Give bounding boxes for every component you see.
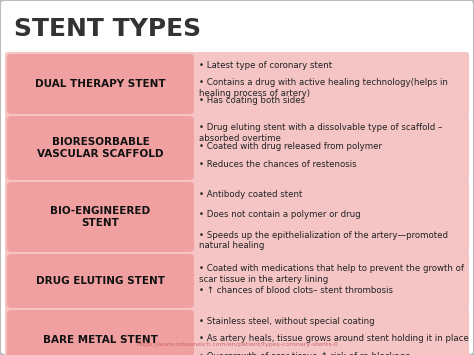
- Text: • Latest type of coronary stent: • Latest type of coronary stent: [199, 61, 332, 70]
- Text: • Overgrowth of scar tissue-↑ risk of re-blockage: • Overgrowth of scar tissue-↑ risk of re…: [199, 351, 410, 355]
- Text: DRUG ELUTING STENT: DRUG ELUTING STENT: [36, 276, 165, 286]
- FancyBboxPatch shape: [5, 180, 469, 254]
- FancyBboxPatch shape: [5, 52, 469, 116]
- FancyBboxPatch shape: [7, 310, 194, 355]
- Text: • Speeds up the epithelialization of the artery—promoted
natural healing: • Speeds up the epithelialization of the…: [199, 231, 448, 250]
- FancyBboxPatch shape: [7, 116, 194, 180]
- Text: • Contains a drug with active healing technology(helps in
healing process of art: • Contains a drug with active healing te…: [199, 78, 448, 98]
- Text: BIO-ENGINEERED
STENT: BIO-ENGINEERED STENT: [50, 206, 151, 228]
- FancyBboxPatch shape: [5, 252, 469, 310]
- Text: BIORESORBABLE
VASCULAR SCAFFOLD: BIORESORBABLE VASCULAR SCAFFOLD: [37, 137, 164, 159]
- Text: DUAL THERAPY STENT: DUAL THERAPY STENT: [35, 79, 166, 89]
- Text: • Has coating both sides: • Has coating both sides: [199, 95, 305, 105]
- Text: • Reduces the chances of restenosis: • Reduces the chances of restenosis: [199, 160, 356, 169]
- Text: STENT TYPES: STENT TYPES: [14, 17, 201, 41]
- Text: https://www.orbusneich.com/en/patient/types-coronary-stents-0: https://www.orbusneich.com/en/patient/ty…: [136, 342, 338, 347]
- Text: • ↑ chances of blood clots– stent thrombosis: • ↑ chances of blood clots– stent thromb…: [199, 286, 393, 295]
- Text: • Coated with medications that help to prevent the growth of
scar tissue in the : • Coated with medications that help to p…: [199, 264, 464, 284]
- Text: • Coated with drug released from polymer: • Coated with drug released from polymer: [199, 142, 382, 151]
- Text: • Does not contain a polymer or drug: • Does not contain a polymer or drug: [199, 210, 361, 219]
- FancyBboxPatch shape: [7, 54, 194, 114]
- FancyBboxPatch shape: [5, 308, 469, 355]
- Text: • Drug eluting stent with a dissolvable type of scaffold –
absorbed overtime: • Drug eluting stent with a dissolvable …: [199, 123, 442, 143]
- Text: • As artery heals, tissue grows around stent holding it in place: • As artery heals, tissue grows around s…: [199, 334, 469, 343]
- FancyBboxPatch shape: [5, 114, 469, 182]
- Text: • Antibody coated stent: • Antibody coated stent: [199, 190, 302, 199]
- FancyBboxPatch shape: [7, 182, 194, 252]
- FancyBboxPatch shape: [7, 254, 194, 308]
- Text: BARE METAL STENT: BARE METAL STENT: [43, 335, 158, 345]
- Text: • Stainless steel, without special coating: • Stainless steel, without special coati…: [199, 317, 374, 326]
